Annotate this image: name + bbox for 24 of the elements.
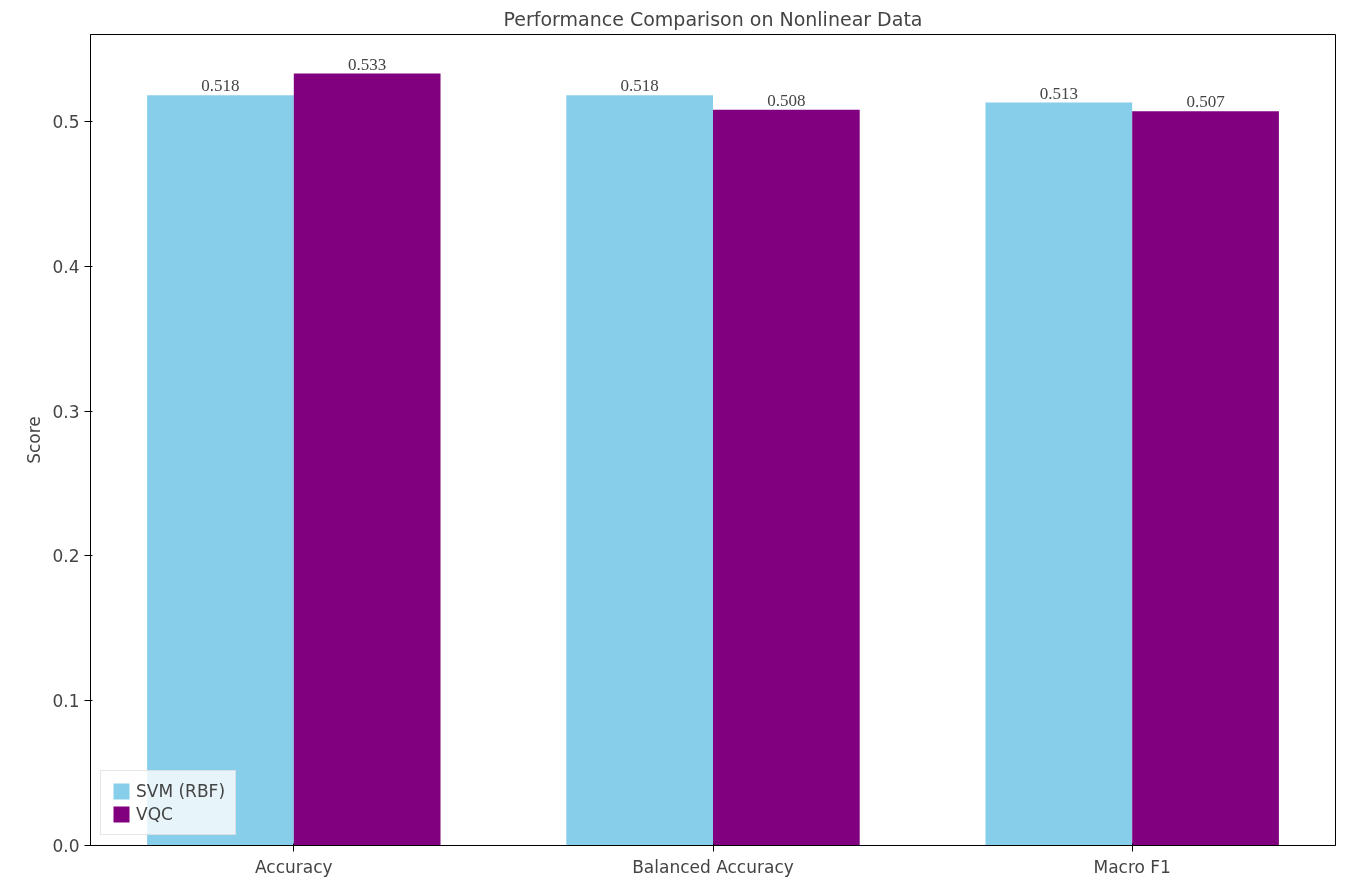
data-label: 0.508 [767, 90, 806, 110]
y-tick-label: 0.3 [52, 401, 80, 422]
data-label: 0.513 [1039, 83, 1078, 103]
legend-label: VQC [136, 804, 173, 824]
y-tick-label: 0.2 [52, 546, 80, 567]
x-tick-label: Accuracy [255, 856, 333, 877]
chart-title: Performance Comparison on Nonlinear Data [503, 7, 923, 30]
data-label: 0.507 [1186, 92, 1226, 112]
bar [293, 73, 441, 846]
data-label: 0.518 [201, 76, 240, 96]
y-tick-label: 0.0 [52, 836, 80, 856]
bar [1132, 111, 1279, 846]
y-tick-label: 0.4 [52, 256, 80, 277]
data-label: 0.533 [348, 54, 387, 74]
bar [985, 102, 1133, 846]
bar [713, 109, 860, 846]
legend-label: SVM (RBF) [136, 781, 226, 801]
x-tick-label: Balanced Accuracy [632, 856, 794, 877]
y-tick-label: 0.5 [52, 111, 80, 132]
bar [566, 95, 713, 846]
x-tick-label: Macro F1 [1093, 856, 1171, 877]
y-axis-title: Score [24, 416, 45, 464]
y-tick-label: 0.1 [52, 691, 80, 712]
data-label: 0.518 [620, 76, 659, 96]
